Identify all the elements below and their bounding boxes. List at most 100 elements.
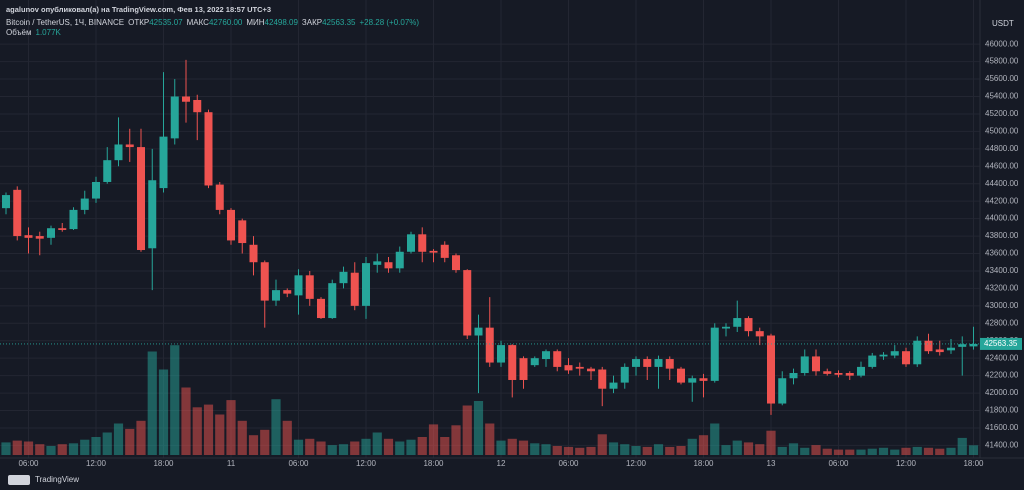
candle-body (249, 244, 258, 263)
candle-body (519, 358, 528, 380)
candle-body (722, 326, 730, 329)
candle-body (170, 96, 179, 139)
candle-body (103, 160, 112, 182)
x-tick-label: 13 (767, 459, 776, 468)
volume-bar (518, 440, 529, 455)
volume-bar (338, 444, 349, 455)
x-tick-label: 12 (497, 459, 506, 468)
volume-bar (192, 407, 202, 455)
candle-body (80, 198, 89, 210)
candle-body (114, 144, 123, 161)
candle-body (362, 263, 370, 306)
legend-value: 42535.07 (149, 18, 183, 27)
legend-value: 42498.09 (265, 18, 299, 27)
volume-bar (428, 424, 439, 455)
candle-body (564, 365, 573, 371)
candle-body (339, 271, 348, 284)
volume-bar (1, 442, 11, 455)
volume-bar (507, 438, 517, 455)
candle-body (620, 366, 629, 383)
volume-bar (642, 446, 652, 455)
x-tick-label: 18:00 (693, 459, 714, 468)
candle-body (58, 228, 67, 230)
volume-bar (282, 420, 292, 455)
candle-body (24, 235, 33, 238)
candle-body (485, 327, 494, 363)
volume-bar (237, 420, 247, 455)
volume-bar (440, 437, 450, 455)
legend-value: 42760.00 (209, 18, 243, 27)
symbol: Bitcoin / TetherUS, 1Ч, BINANCE (6, 18, 124, 27)
volume-bar (102, 432, 112, 455)
volume-bar (901, 447, 911, 455)
volume-bar (890, 449, 900, 455)
candle-body (215, 184, 224, 210)
candle-body (474, 327, 483, 336)
candle-body (13, 189, 22, 237)
candle-body (2, 195, 10, 209)
volume-bar (912, 446, 922, 455)
volume-bar (620, 444, 630, 455)
y-tick-label: 43400.00 (985, 266, 1019, 275)
candle-body (350, 272, 359, 306)
y-tick-label: 46000.00 (985, 39, 1019, 48)
x-tick-label: 18:00 (153, 459, 174, 468)
volume-bar (777, 446, 787, 455)
volume-bar (687, 438, 697, 455)
volume-value: 1.077K (36, 28, 62, 37)
legend-label: ЗАКР (302, 18, 322, 27)
candle-body (733, 318, 742, 327)
y-tick-label: 41600.00 (985, 423, 1019, 432)
volume-bar (856, 449, 866, 455)
candle-body (204, 112, 213, 186)
y-tick-label: 43000.00 (985, 301, 1019, 310)
volume-name: Объём (6, 28, 32, 37)
volume-bar (293, 439, 304, 455)
volume-bar (316, 441, 326, 455)
volume-bar (552, 446, 562, 455)
brand-logo[interactable] (8, 475, 30, 485)
candle-body (879, 354, 888, 357)
y-tick-label: 44200.00 (985, 196, 1019, 205)
volume-bar (158, 369, 169, 455)
candle-body (227, 209, 235, 241)
candle-body (857, 366, 865, 376)
volume-bar (350, 441, 360, 455)
volume-bar (372, 432, 382, 455)
volume-bar (271, 399, 281, 455)
volume-bar (327, 445, 337, 455)
y-tick-label: 45800.00 (985, 57, 1019, 66)
candle-body (148, 180, 157, 249)
brand[interactable]: TradingView (35, 475, 79, 484)
volume-bar (766, 430, 776, 455)
candle-body (935, 349, 944, 353)
volume-bar (305, 438, 315, 455)
candle-body (958, 344, 967, 347)
volume-bar (473, 401, 484, 455)
candle-body (688, 378, 697, 383)
candle-body (789, 373, 798, 379)
volume-bar (462, 405, 472, 455)
candle-body (553, 351, 562, 367)
candle-body (755, 331, 764, 337)
volume-bar (755, 444, 765, 455)
candle-body (587, 368, 595, 372)
candle-body (845, 373, 854, 376)
volume-bar (541, 444, 551, 455)
candle-body (575, 366, 584, 369)
candle-body (260, 262, 269, 301)
y-tick-label: 44800.00 (985, 144, 1019, 153)
volume-bar (383, 438, 394, 455)
volume-bar (406, 439, 416, 455)
candle-body (69, 209, 78, 230)
x-tick-label: 06:00 (288, 459, 309, 468)
candle-body (159, 136, 168, 189)
candle-body (767, 335, 775, 404)
volume-bar (46, 446, 56, 455)
y-tick-label: 44000.00 (985, 214, 1019, 223)
x-tick-label: 11 (227, 459, 236, 468)
volume-bar (417, 437, 427, 455)
x-tick-label: 12:00 (86, 459, 107, 468)
x-tick-label: 12:00 (626, 459, 647, 468)
candle-body (35, 236, 44, 239)
